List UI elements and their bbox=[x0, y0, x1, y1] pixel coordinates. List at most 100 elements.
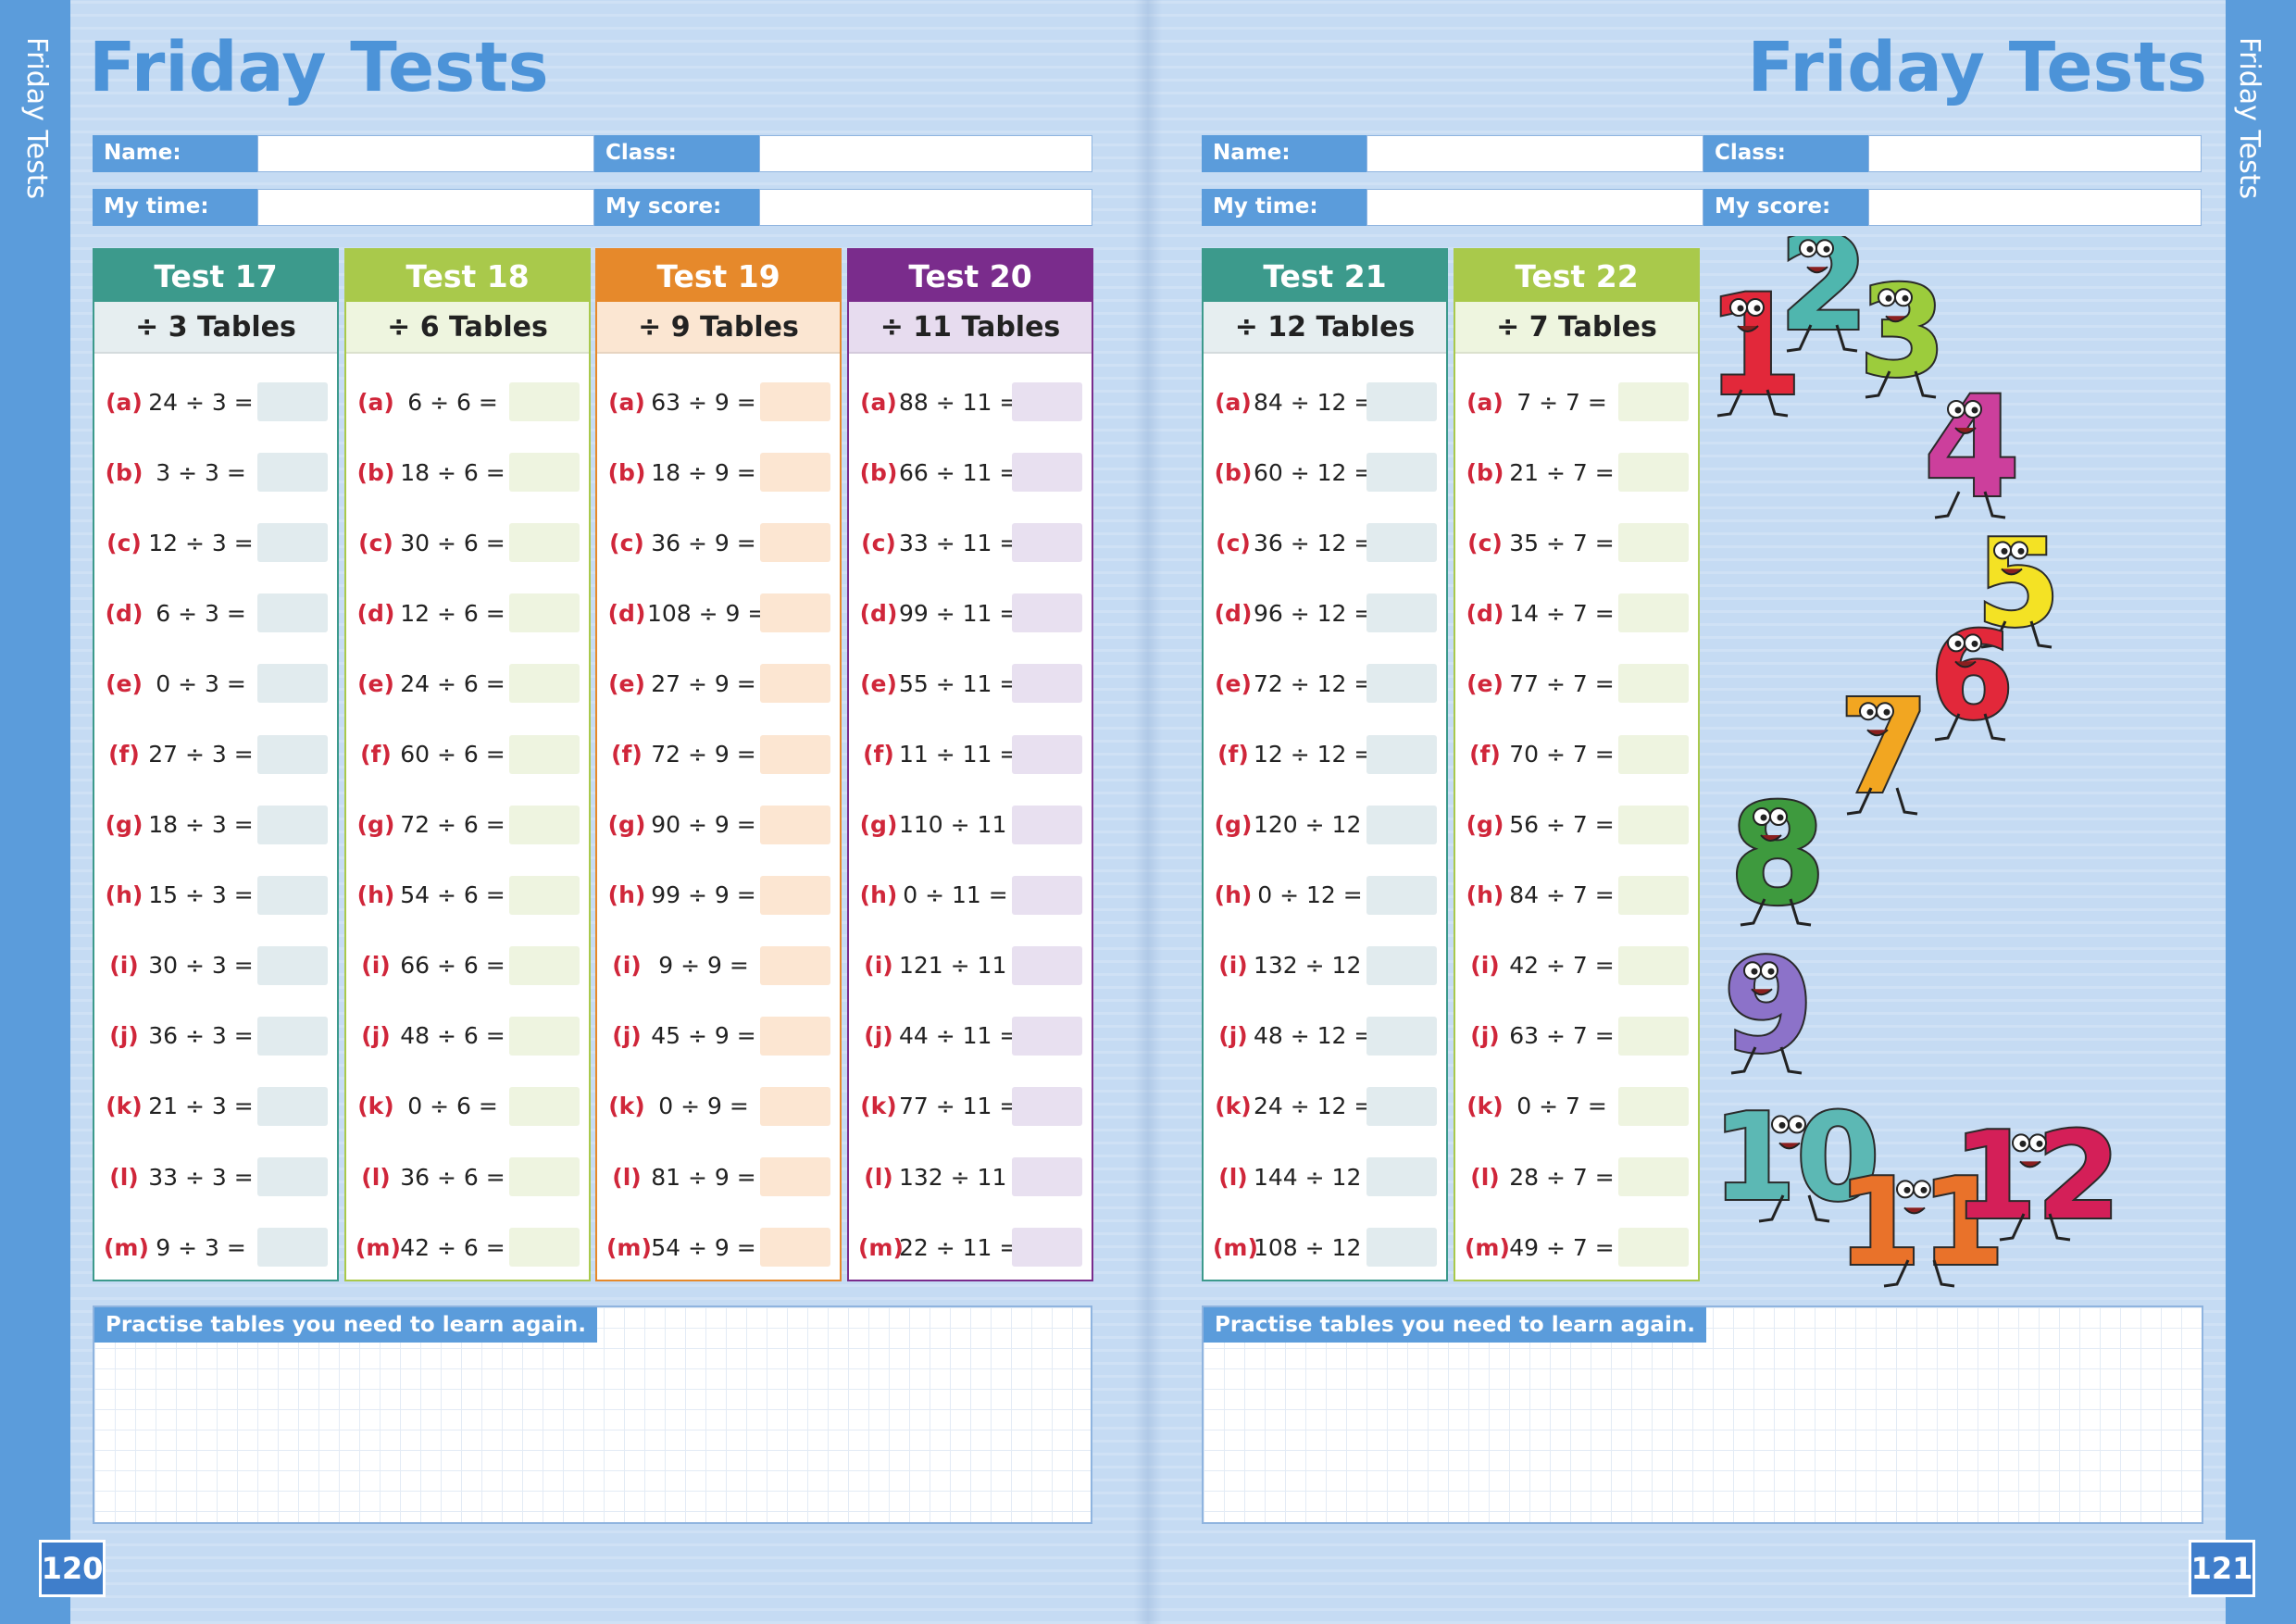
right-practise-area[interactable]: Practise tables you need to learn again. bbox=[1202, 1305, 2203, 1524]
answer-box[interactable] bbox=[1618, 875, 1689, 915]
answer-box[interactable] bbox=[760, 664, 830, 704]
answer-box[interactable] bbox=[1012, 805, 1082, 844]
question-expression: 108 ÷ 12 = bbox=[1254, 1233, 1389, 1261]
my-time-field[interactable] bbox=[1366, 189, 1703, 226]
answer-box[interactable] bbox=[257, 734, 328, 774]
answer-box[interactable] bbox=[1366, 523, 1437, 563]
answer-box[interactable] bbox=[257, 875, 328, 915]
mascot-digit: 6 bbox=[1930, 606, 2014, 746]
answer-box[interactable] bbox=[257, 805, 328, 844]
answer-box[interactable] bbox=[1618, 1228, 1689, 1268]
answer-box[interactable] bbox=[509, 382, 580, 422]
answer-box[interactable] bbox=[1012, 664, 1082, 704]
test-subtitle: ÷ 11 Tables bbox=[849, 302, 1092, 354]
answer-box[interactable] bbox=[1366, 1086, 1437, 1126]
answer-box[interactable] bbox=[509, 1157, 580, 1197]
answer-box[interactable] bbox=[760, 593, 830, 633]
answer-box[interactable] bbox=[1366, 664, 1437, 704]
answer-box[interactable] bbox=[1366, 734, 1437, 774]
question-expression: 99 ÷ 9 = bbox=[651, 881, 756, 909]
my-score-field[interactable] bbox=[759, 189, 1092, 226]
answer-box[interactable] bbox=[257, 1228, 328, 1268]
my-score-field[interactable] bbox=[1868, 189, 2202, 226]
answer-box[interactable] bbox=[760, 1086, 830, 1126]
answer-box[interactable] bbox=[1618, 945, 1689, 985]
question-expression: 88 ÷ 11 = bbox=[899, 388, 1019, 416]
my-score-label: My score: bbox=[594, 189, 759, 226]
answer-box[interactable] bbox=[760, 945, 830, 985]
answer-box[interactable] bbox=[509, 734, 580, 774]
question-row: (i) 132 ÷ 12 = bbox=[1204, 931, 1446, 1001]
answer-box[interactable] bbox=[1012, 1016, 1082, 1056]
answer-box[interactable] bbox=[760, 805, 830, 844]
answer-box[interactable] bbox=[1618, 1086, 1689, 1126]
class-field[interactable] bbox=[1868, 135, 2202, 172]
answer-box[interactable] bbox=[1012, 875, 1082, 915]
answer-box[interactable] bbox=[760, 523, 830, 563]
answer-box[interactable] bbox=[509, 453, 580, 493]
answer-box[interactable] bbox=[1012, 945, 1082, 985]
answer-box[interactable] bbox=[1618, 523, 1689, 563]
answer-box[interactable] bbox=[1366, 1228, 1437, 1268]
answer-box[interactable] bbox=[257, 664, 328, 704]
answer-box[interactable] bbox=[257, 1016, 328, 1056]
question-expression: 22 ÷ 11 = bbox=[899, 1233, 1019, 1261]
left-practise-area[interactable]: Practise tables you need to learn again. bbox=[93, 1305, 1092, 1524]
answer-box[interactable] bbox=[1618, 593, 1689, 633]
answer-box[interactable] bbox=[1618, 453, 1689, 493]
mascot-digit: 5 bbox=[1977, 513, 2060, 654]
answer-box[interactable] bbox=[760, 1016, 830, 1056]
answer-box[interactable] bbox=[760, 1157, 830, 1197]
answer-box[interactable] bbox=[1366, 1016, 1437, 1056]
answer-box[interactable] bbox=[760, 875, 830, 915]
answer-box[interactable] bbox=[1618, 1157, 1689, 1197]
answer-box[interactable] bbox=[257, 1157, 328, 1197]
answer-box[interactable] bbox=[1366, 382, 1437, 422]
answer-box[interactable] bbox=[760, 382, 830, 422]
answer-box[interactable] bbox=[509, 1086, 580, 1126]
answer-box[interactable] bbox=[257, 453, 328, 493]
answer-box[interactable] bbox=[760, 734, 830, 774]
answer-box[interactable] bbox=[257, 382, 328, 422]
answer-box[interactable] bbox=[1012, 734, 1082, 774]
answer-box[interactable] bbox=[257, 1086, 328, 1126]
answer-box[interactable] bbox=[1012, 1086, 1082, 1126]
answer-box[interactable] bbox=[1012, 382, 1082, 422]
answer-box[interactable] bbox=[1618, 805, 1689, 844]
answer-box[interactable] bbox=[1366, 805, 1437, 844]
answer-box[interactable] bbox=[1012, 453, 1082, 493]
answer-box[interactable] bbox=[760, 453, 830, 493]
test-subtitle: ÷ 6 Tables bbox=[346, 302, 589, 354]
answer-box[interactable] bbox=[257, 523, 328, 563]
answer-box[interactable] bbox=[1012, 593, 1082, 633]
my-time-field[interactable] bbox=[257, 189, 594, 226]
answer-box[interactable] bbox=[509, 945, 580, 985]
answer-box[interactable] bbox=[509, 875, 580, 915]
answer-box[interactable] bbox=[1366, 945, 1437, 985]
answer-box[interactable] bbox=[1618, 734, 1689, 774]
answer-box[interactable] bbox=[509, 664, 580, 704]
answer-box[interactable] bbox=[509, 805, 580, 844]
answer-box[interactable] bbox=[1618, 1016, 1689, 1056]
answer-box[interactable] bbox=[509, 1016, 580, 1056]
answer-box[interactable] bbox=[1366, 453, 1437, 493]
answer-box[interactable] bbox=[1366, 1157, 1437, 1197]
answer-box[interactable] bbox=[257, 945, 328, 985]
answer-box[interactable] bbox=[257, 593, 328, 633]
answer-box[interactable] bbox=[1012, 1228, 1082, 1268]
answer-box[interactable] bbox=[1618, 382, 1689, 422]
answer-box[interactable] bbox=[1012, 523, 1082, 563]
answer-box[interactable] bbox=[760, 1228, 830, 1268]
name-field[interactable] bbox=[1366, 135, 1703, 172]
class-field[interactable] bbox=[759, 135, 1092, 172]
question-list: (a) 24 ÷ 3 = (b) 3 ÷ 3 = (c) 12 ÷ 3 = (d) 6 ÷ 3… bbox=[94, 354, 337, 1282]
question-row: (d) 14 ÷ 7 = bbox=[1455, 578, 1698, 648]
answer-box[interactable] bbox=[1012, 1157, 1082, 1197]
answer-box[interactable] bbox=[1366, 875, 1437, 915]
name-field[interactable] bbox=[257, 135, 594, 172]
answer-box[interactable] bbox=[509, 523, 580, 563]
answer-box[interactable] bbox=[1366, 593, 1437, 633]
answer-box[interactable] bbox=[509, 1228, 580, 1268]
answer-box[interactable] bbox=[1618, 664, 1689, 704]
answer-box[interactable] bbox=[509, 593, 580, 633]
